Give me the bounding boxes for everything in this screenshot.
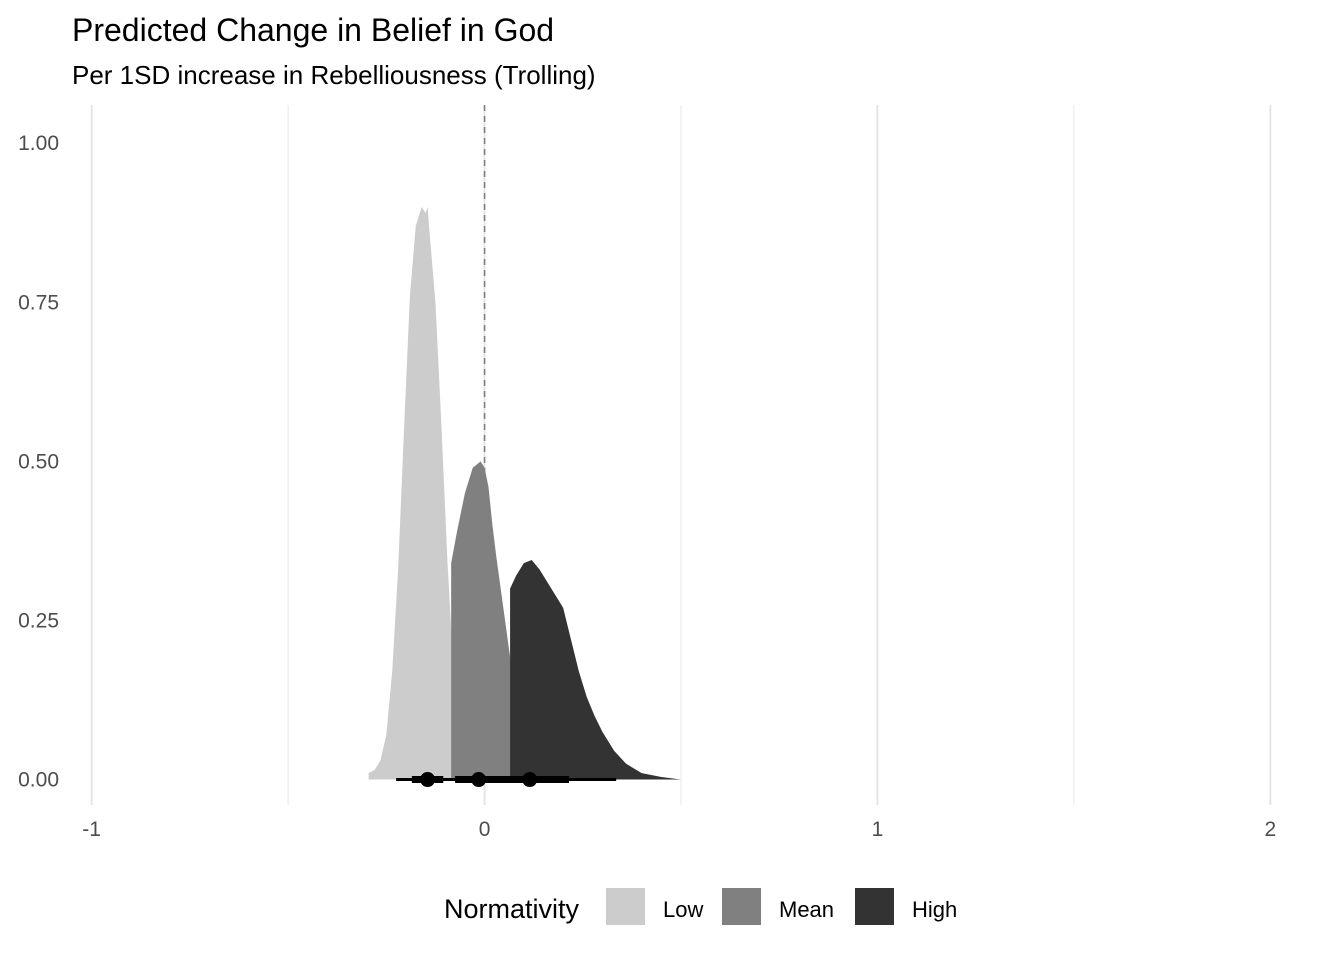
density-area-low	[368, 206, 477, 780]
legend-label-low: Low	[663, 897, 703, 922]
chart-subtitle: Per 1SD increase in Rebelliousness (Trol…	[72, 60, 596, 90]
y-tick-label: 1.00	[18, 132, 59, 155]
legend-key-low	[606, 888, 645, 925]
density-area-mean	[451, 461, 544, 780]
legend-key-high	[855, 888, 894, 925]
gridlines	[90, 105, 1272, 805]
y-tick-label: 0.75	[18, 291, 59, 314]
x-tick-label: -1	[82, 818, 101, 841]
legend-title: Normativity	[444, 894, 580, 924]
chart-title: Predicted Change in Belief in God	[72, 12, 554, 48]
x-tick-label: 0	[479, 818, 491, 841]
density-areas	[368, 206, 681, 780]
legend-label-high: High	[912, 897, 957, 922]
legend-key-mean	[722, 888, 761, 925]
y-tick-label: 0.25	[18, 609, 59, 632]
density-area-high	[510, 560, 681, 780]
legend: Normativity Low Mean High	[444, 888, 957, 925]
y-tick-label: 0.50	[18, 450, 59, 473]
legend-label-mean: Mean	[779, 897, 834, 922]
x-tick-label: 1	[872, 818, 884, 841]
interval-layer	[396, 772, 617, 788]
point-estimate-high	[522, 772, 538, 788]
y-axis: 0.00 0.25 0.50 0.75 1.00	[18, 132, 59, 791]
x-tick-label: 2	[1265, 818, 1277, 841]
point-estimate-low	[420, 772, 436, 788]
x-axis: -1 0 1 2	[82, 818, 1276, 841]
y-tick-label: 0.00	[18, 769, 59, 792]
